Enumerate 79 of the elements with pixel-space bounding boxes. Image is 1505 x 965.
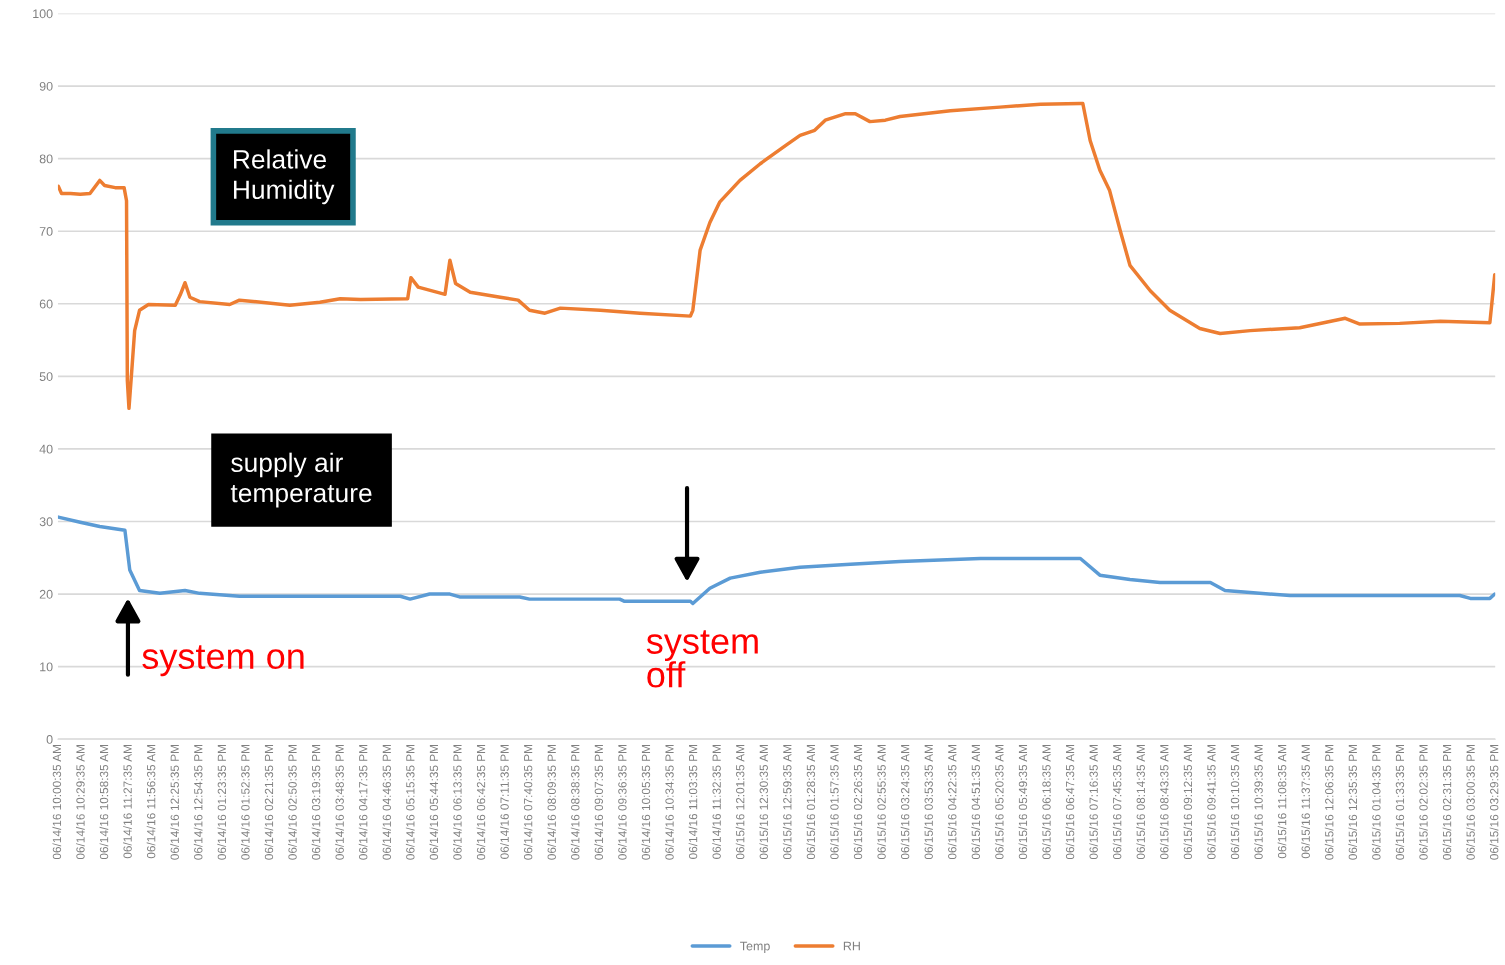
x-tick-label: 06/14/16 01:23:35 PM xyxy=(217,745,227,860)
x-tick-label: 06/14/16 05:15:35 PM xyxy=(405,745,415,860)
x-tick-label: 06/14/16 04:46:35 PM xyxy=(382,745,391,860)
y-tick-label: 10 xyxy=(40,662,53,672)
x-tick-label: 06/14/16 03:48:35 PM xyxy=(335,745,344,860)
annotation: system on xyxy=(142,645,304,677)
y-tick-label: 0 xyxy=(46,734,53,744)
x-tick-label: 06/15/16 09:12:35 AM xyxy=(1183,745,1193,860)
x-tick-label: 06/14/16 12:25:35 PM xyxy=(170,745,179,860)
x-tick-label: 06/15/16 03:00:35 PM xyxy=(1466,745,1475,860)
x-tick-label: 06/14/16 01:52:35 PM xyxy=(240,745,250,860)
x-tick-label: 06/15/16 06:18:35 AM xyxy=(1042,745,1051,860)
x-tick-label: 06/14/16 04:17:35 PM xyxy=(358,745,368,860)
x-tick-label: 06/15/16 12:59:35 AM xyxy=(782,745,792,860)
x-tick-label: 06/15/16 01:33:35 PM xyxy=(1395,745,1405,860)
x-tick-label: 06/14/16 06:13:35 PM xyxy=(452,745,462,860)
annotation: system off xyxy=(646,630,758,688)
x-tick-label: 06/14/16 11:27:35 AM xyxy=(123,745,132,859)
x-tick-label: 06/15/16 01:28:35 AM xyxy=(806,745,816,860)
x-tick-label: 06/14/16 10:29:35 AM xyxy=(76,745,85,860)
y-tick-label: 60 xyxy=(39,299,53,309)
x-tick-label: 06/14/16 11:32:35 PM xyxy=(712,745,721,859)
x-tick-label: 06/14/16 05:44:35 PM xyxy=(429,745,439,860)
x-tick-label: 06/15/16 02:31:35 PM xyxy=(1442,745,1452,860)
x-tick-label: 06/15/16 05:20:35 AM xyxy=(994,745,1004,860)
x-tick-label: 06/14/16 02:21:35 PM xyxy=(264,745,274,860)
y-tick-label: 40 xyxy=(39,444,53,454)
legend-label: Temp xyxy=(740,941,770,953)
x-tick-label: 06/15/16 03:53:35 AM xyxy=(924,745,933,860)
x-tick-label: 06/15/16 03:24:35 AM xyxy=(900,745,910,860)
y-tick-label: 100 xyxy=(33,9,53,19)
x-tick-label: 06/14/16 09:36:35 PM xyxy=(617,745,627,860)
x-tick-label: 06/14/16 07:40:35 PM xyxy=(523,745,533,860)
x-tick-label: 06/15/16 02:02:35 PM xyxy=(1419,745,1428,860)
x-tick-label: 06/14/16 08:09:35 PM xyxy=(547,745,556,860)
x-tick-label: 06/14/16 10:58:35 AM xyxy=(99,745,109,860)
x-tick-label: 06/14/16 07:11:35 PM xyxy=(500,745,509,859)
x-tick-label: 06/14/16 06:42:35 PM xyxy=(476,745,486,860)
x-tick-label: 06/15/16 11:37:35 AM xyxy=(1301,745,1310,859)
x-tick-label: 06/15/16 12:35:35 PM xyxy=(1348,745,1358,860)
y-tick-label: 30 xyxy=(39,517,53,527)
x-tick-label: 06/15/16 04:22:35 AM xyxy=(947,745,957,860)
x-tick-label: 06/14/16 02:50:35 PM xyxy=(288,745,297,860)
x-tick-label: 06/15/16 03:29:35 PM xyxy=(1489,745,1499,860)
x-tick-label: 06/15/16 06:47:35 AM xyxy=(1065,745,1075,860)
x-tick-label: 06/15/16 02:26:35 AM xyxy=(853,745,863,860)
annotation: Relative Humidity xyxy=(234,149,335,205)
x-tick-label: 06/15/16 09:41:35 AM xyxy=(1206,745,1216,860)
annotation: supply air temperature xyxy=(230,452,372,508)
x-tick-label: 06/15/16 05:49:35 AM xyxy=(1018,745,1028,860)
x-tick-label: 06/15/16 04:51:35 AM xyxy=(971,745,981,860)
x-tick-label: 06/15/16 12:06:35 PM xyxy=(1324,745,1334,860)
y-tick-label: 90 xyxy=(39,81,53,91)
x-tick-label: 06/14/16 10:34:35 PM xyxy=(665,745,674,860)
x-tick-label: 06/15/16 08:14:35 AM xyxy=(1136,745,1145,860)
x-tick-label: 06/14/16 12:54:35 PM xyxy=(193,745,203,860)
x-tick-label: 06/15/16 08:43:35 AM xyxy=(1159,745,1169,860)
x-tick-label: 06/14/16 11:03:35 PM xyxy=(688,745,698,859)
x-tick-label: 06/15/16 07:16:35 AM xyxy=(1089,745,1098,860)
x-tick-label: 06/14/16 11:56:35 AM xyxy=(146,745,156,859)
x-tick-label: 06/15/16 11:08:35 AM xyxy=(1277,745,1287,859)
x-tick-label: 06/15/16 10:39:35 AM xyxy=(1254,745,1263,860)
legend-label: RH xyxy=(843,941,860,951)
x-tick-label: 06/15/16 01:04:35 PM xyxy=(1371,745,1381,860)
x-tick-label: 06/14/16 10:00:35 AM xyxy=(52,745,62,860)
x-tick-label: 06/14/16 10:05:35 PM xyxy=(641,745,651,860)
x-tick-label: 06/14/16 08:38:35 PM xyxy=(570,745,580,860)
x-tick-label: 06/15/16 12:30:35 AM xyxy=(759,745,768,860)
y-tick-label: 70 xyxy=(39,227,53,236)
y-tick-label: 20 xyxy=(39,589,53,599)
x-tick-label: 06/15/16 12:01:35 AM xyxy=(735,745,745,860)
y-tick-label: 50 xyxy=(39,372,53,381)
x-tick-label: 06/15/16 02:55:35 AM xyxy=(877,745,886,860)
y-tick-label: 80 xyxy=(39,154,53,164)
x-tick-label: 06/15/16 10:10:35 AM xyxy=(1230,745,1240,860)
x-tick-label: 06/14/16 09:07:35 PM xyxy=(594,745,604,860)
x-tick-label: 06/15/16 07:45:35 AM xyxy=(1112,745,1122,860)
x-tick-label: 06/14/16 03:19:35 PM xyxy=(311,745,321,860)
x-tick-label: 06/15/16 01:57:35 AM xyxy=(829,745,839,860)
